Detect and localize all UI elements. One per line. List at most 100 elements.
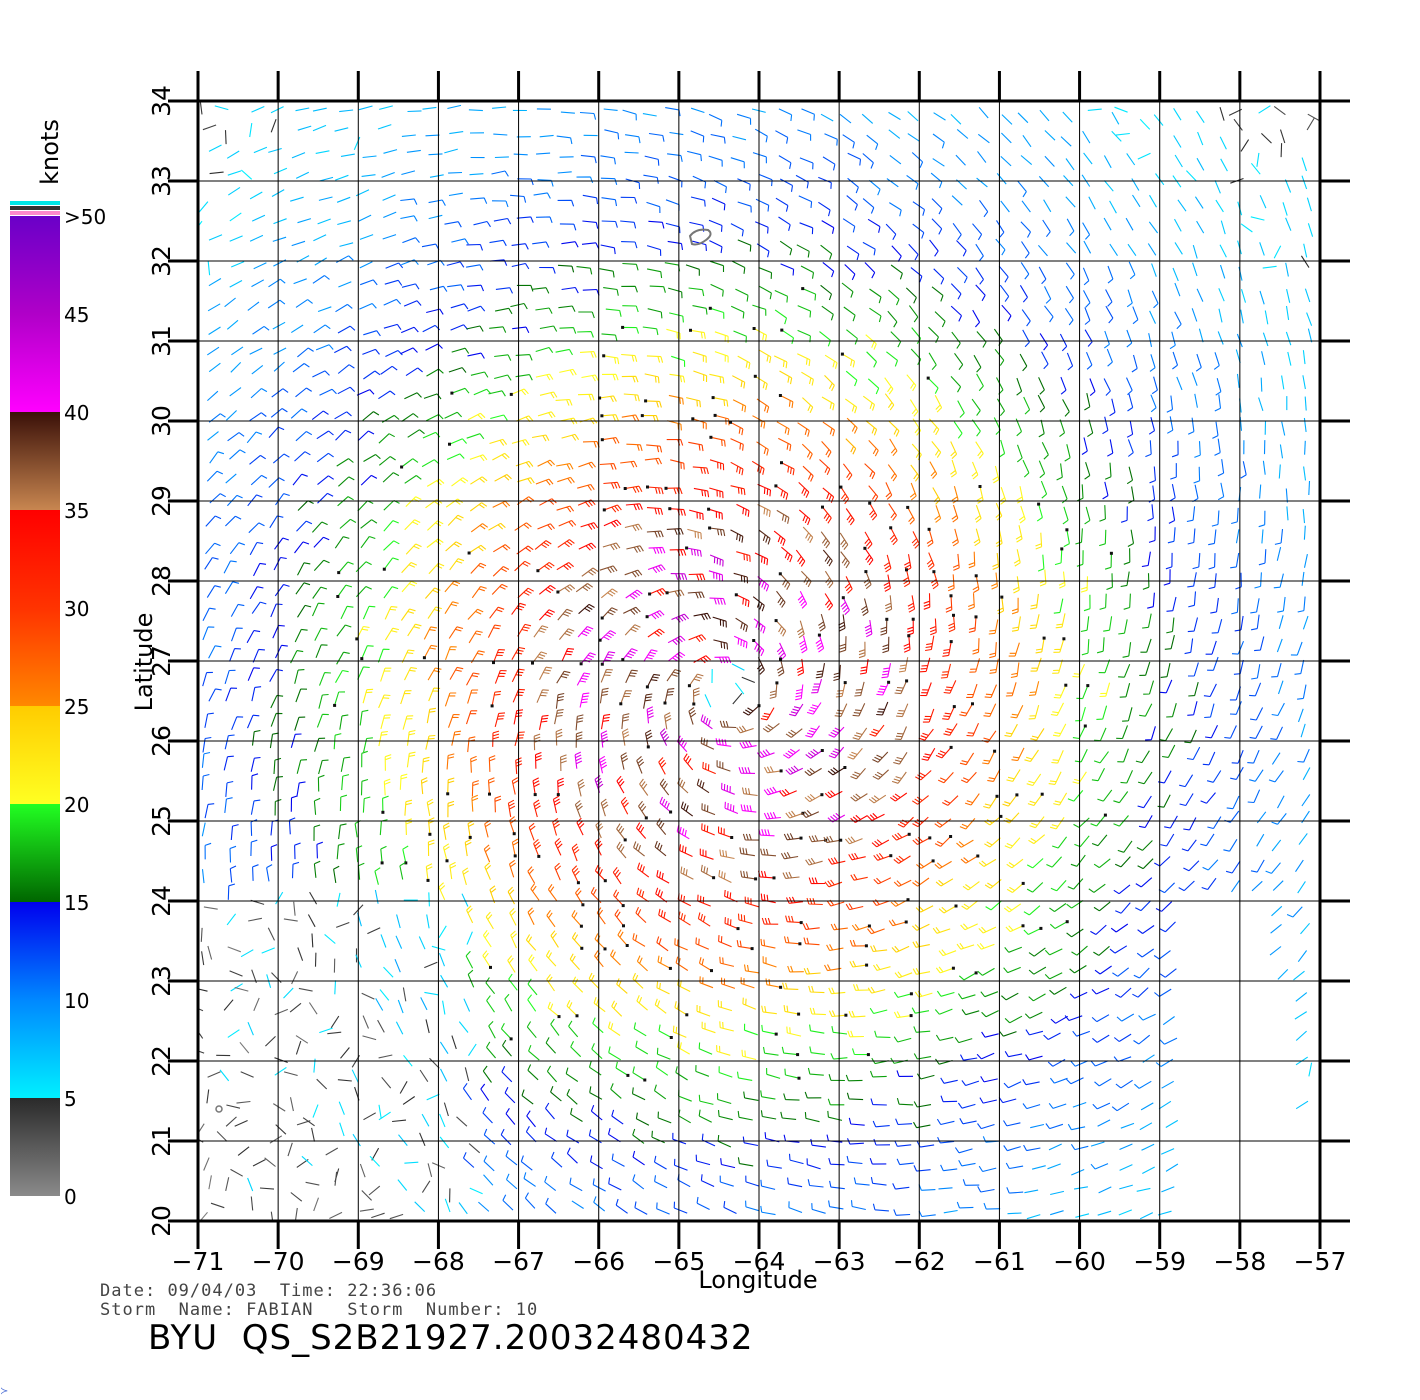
wind-barb bbox=[378, 1104, 382, 1119]
wind-barb bbox=[400, 608, 416, 621]
rain-flag bbox=[926, 376, 930, 380]
wind-barb bbox=[569, 953, 581, 970]
wind-barb bbox=[1114, 106, 1128, 113]
wind-barb bbox=[1119, 1143, 1133, 1151]
x-axis-label: Longitude bbox=[698, 1266, 817, 1294]
wind-barb bbox=[850, 1200, 866, 1211]
wind-barb bbox=[451, 238, 469, 245]
wind-barb bbox=[719, 720, 737, 729]
wind-barb bbox=[558, 628, 575, 640]
wind-barb bbox=[912, 877, 930, 887]
wind-barb bbox=[1117, 748, 1129, 763]
y-tick-label: 23 bbox=[147, 965, 176, 997]
wind-barb bbox=[673, 1201, 688, 1214]
wind-barb bbox=[999, 439, 1006, 458]
wind-barb bbox=[801, 570, 812, 588]
wind-barb bbox=[942, 795, 959, 806]
wind-barb bbox=[779, 573, 791, 590]
wind-barb bbox=[1113, 884, 1131, 895]
wind-barb bbox=[1093, 858, 1111, 869]
wind-barb bbox=[717, 1000, 733, 1012]
wind-barb bbox=[667, 153, 683, 162]
wind-barb bbox=[871, 839, 890, 848]
wind-barb bbox=[846, 329, 858, 345]
rain-flag bbox=[798, 942, 802, 946]
wind-barb bbox=[916, 1141, 935, 1148]
wind-barb bbox=[822, 156, 836, 171]
colorbar-label: 30 bbox=[64, 597, 89, 621]
wind-barb bbox=[421, 459, 440, 468]
wind-barb bbox=[201, 822, 206, 837]
wind-barb bbox=[249, 541, 264, 556]
wind-barb bbox=[600, 668, 613, 683]
wind-barb bbox=[312, 370, 330, 378]
wind-barb bbox=[758, 285, 772, 300]
wind-barb bbox=[758, 529, 771, 545]
wind-barb bbox=[869, 724, 885, 737]
wind-barb bbox=[952, 553, 960, 571]
wind-barb bbox=[975, 267, 984, 285]
wind-barb bbox=[668, 175, 683, 188]
wind-barb bbox=[294, 451, 311, 462]
wind-barb bbox=[620, 752, 629, 770]
wind-barb bbox=[1273, 245, 1282, 259]
wind-barb bbox=[741, 676, 756, 684]
wind-barb bbox=[1217, 459, 1225, 477]
storm-name-label: Storm Name: bbox=[100, 1300, 235, 1320]
wind-barb bbox=[1277, 680, 1284, 695]
wind-barb bbox=[502, 1194, 514, 1211]
wind-barb bbox=[199, 1211, 208, 1221]
wind-barb bbox=[1207, 656, 1219, 671]
wind-barb bbox=[801, 371, 814, 386]
colorbar-top-bands bbox=[10, 201, 60, 215]
wind-barb bbox=[1264, 310, 1269, 325]
wind-barb bbox=[1028, 993, 1046, 1002]
wind-barb bbox=[1286, 288, 1291, 303]
x-tick-label: −57 bbox=[1294, 1247, 1347, 1276]
wind-barb bbox=[1081, 437, 1088, 455]
wind-barb bbox=[444, 1198, 451, 1213]
wind-barb bbox=[1141, 551, 1151, 568]
wind-barb bbox=[1143, 680, 1155, 695]
wind-barb bbox=[760, 1179, 776, 1190]
wind-barb bbox=[1044, 155, 1055, 167]
wind-barb bbox=[769, 682, 778, 699]
wind-barb bbox=[466, 931, 473, 945]
wind-barb bbox=[709, 240, 723, 254]
wind-barb bbox=[1030, 657, 1042, 672]
wind-barb bbox=[1088, 196, 1096, 210]
wind-barb bbox=[1110, 923, 1129, 933]
wind-barb bbox=[672, 1025, 687, 1038]
wind-barb bbox=[867, 378, 880, 395]
wind-barb bbox=[624, 624, 641, 636]
wind-barb bbox=[687, 528, 702, 540]
wind-barb bbox=[250, 388, 268, 399]
wind-barb bbox=[1115, 132, 1130, 136]
wind-barb bbox=[533, 799, 541, 818]
wind-barb bbox=[648, 220, 665, 229]
wind-barb bbox=[467, 689, 479, 704]
wind-barb bbox=[283, 987, 294, 999]
wind-barb bbox=[469, 502, 488, 512]
wind-barb bbox=[1200, 792, 1216, 804]
wind-barb bbox=[969, 658, 981, 673]
wind-barb bbox=[1148, 485, 1156, 503]
wind-barb bbox=[1191, 372, 1198, 386]
wind-barb bbox=[1147, 504, 1154, 522]
colorbar-label: >50 bbox=[64, 205, 106, 229]
rain-flag bbox=[952, 613, 955, 617]
rain-flag bbox=[797, 1076, 801, 1080]
wind-barb bbox=[721, 782, 735, 795]
wind-barb bbox=[1113, 1033, 1132, 1042]
wind-barb bbox=[616, 775, 625, 794]
wind-barb bbox=[711, 197, 726, 211]
wind-barb bbox=[578, 461, 596, 469]
rain-flag bbox=[556, 590, 560, 594]
wind-barb bbox=[760, 938, 776, 949]
wind-barb bbox=[560, 754, 567, 772]
wind-barb bbox=[1047, 1163, 1061, 1170]
wind-barb bbox=[468, 109, 483, 112]
wind-barb bbox=[337, 1079, 352, 1082]
wind-barb bbox=[981, 1010, 999, 1018]
wind-barb bbox=[1075, 1213, 1090, 1218]
